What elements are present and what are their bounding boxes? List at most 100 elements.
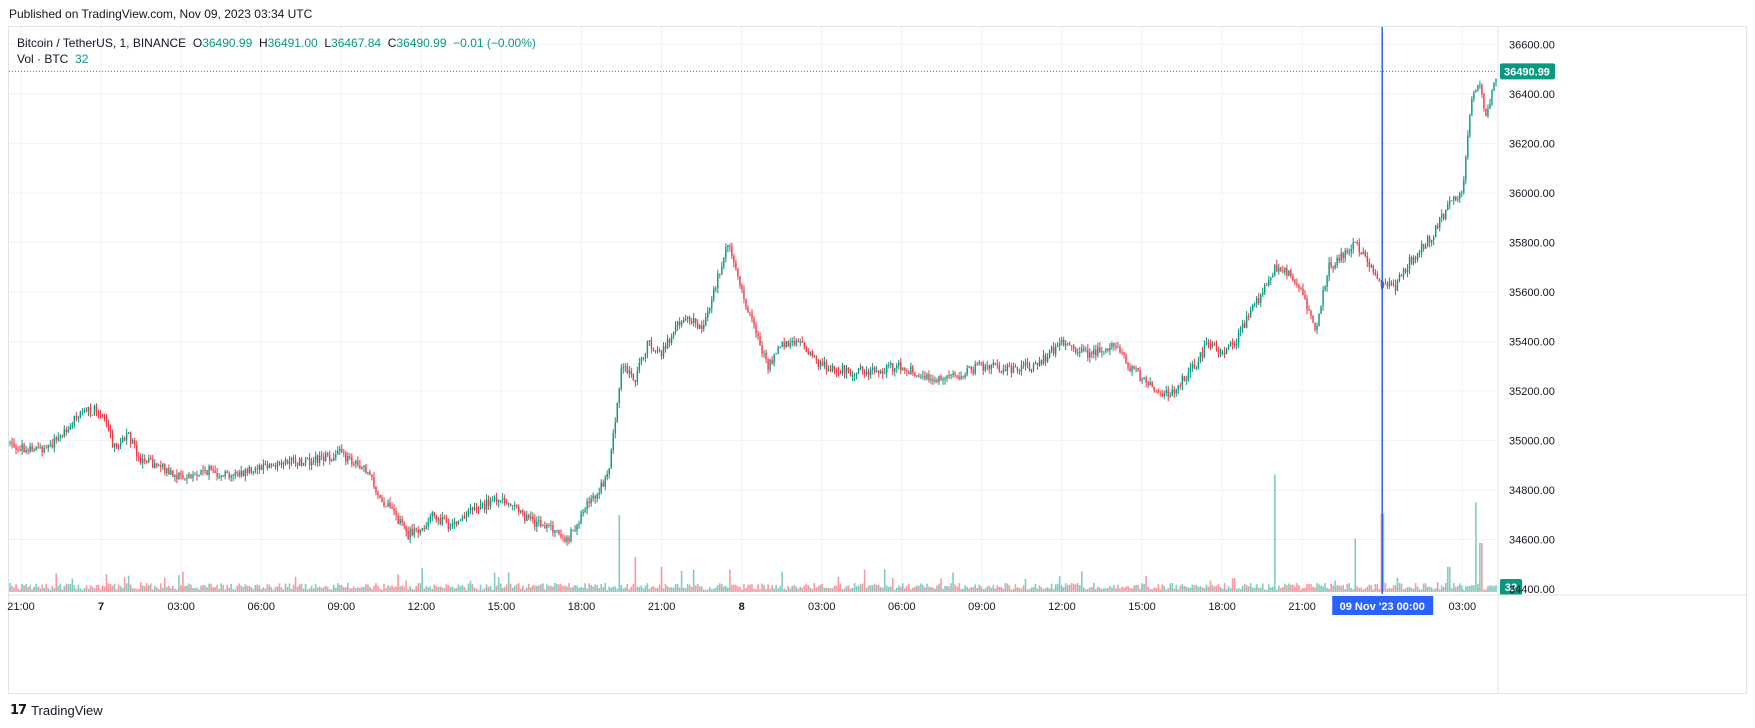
candle-body <box>763 352 765 354</box>
volume-bar <box>1424 583 1427 592</box>
candle-body <box>226 471 228 474</box>
volume-bar <box>1042 589 1045 592</box>
volume-bar <box>710 589 713 592</box>
volume-bar <box>216 584 218 592</box>
volume-bar <box>363 586 365 592</box>
candle-body <box>25 449 27 452</box>
volume-bar <box>485 584 488 592</box>
candle-body <box>264 463 267 465</box>
candle-body <box>568 537 570 542</box>
x-tick-label: 09:00 <box>968 601 996 613</box>
volume-bar <box>1304 587 1306 592</box>
candle-body <box>1274 264 1276 276</box>
volume-bar <box>875 584 878 592</box>
volume-bar <box>1187 587 1190 592</box>
volume-bar <box>694 585 697 592</box>
volume-bar <box>19 589 21 592</box>
candle-body <box>186 477 188 480</box>
candle-body <box>1068 343 1071 346</box>
volume-bar <box>1133 585 1135 592</box>
candle-body <box>1048 351 1051 358</box>
candle-body <box>684 318 687 320</box>
volume-bar <box>1477 583 1479 592</box>
volume-bar <box>439 586 442 592</box>
candle-body <box>469 507 472 510</box>
candle-body <box>327 453 329 455</box>
chart-frame[interactable] <box>8 26 1747 694</box>
candle-body <box>713 288 715 300</box>
volume-bar <box>1129 588 1131 592</box>
chart-grid <box>9 27 1497 594</box>
candle-body <box>150 458 152 460</box>
volume-bar <box>1141 583 1143 592</box>
volume-bar <box>853 583 856 592</box>
candle-body <box>270 464 273 466</box>
volume-bar <box>1286 585 1288 592</box>
volume-bar <box>1414 583 1417 592</box>
candle-body <box>859 366 862 369</box>
volume-bar <box>841 589 844 592</box>
candle-body <box>81 412 84 413</box>
volume-bar <box>861 583 864 592</box>
candle-body <box>544 525 546 528</box>
volume-bar <box>369 586 371 592</box>
candle-body <box>363 465 365 467</box>
volume-bar <box>775 584 777 592</box>
volume-bar <box>294 576 297 592</box>
volume-bar <box>763 584 765 592</box>
volume-bar <box>847 585 850 592</box>
candle-body <box>369 471 371 475</box>
candle-body <box>884 373 886 374</box>
candle-body <box>1406 269 1409 273</box>
volume-bar <box>578 587 580 592</box>
candle-body <box>1024 362 1027 366</box>
volume-bar <box>660 566 663 592</box>
candle-body <box>337 451 339 455</box>
candle-body <box>588 501 590 504</box>
volume-bar <box>662 588 665 592</box>
volume-bar <box>190 584 192 592</box>
candle-body <box>1382 283 1385 287</box>
volume-bar <box>690 586 693 592</box>
candle-body <box>1485 108 1487 117</box>
volume-bar <box>706 589 709 592</box>
candle-body <box>1079 352 1081 353</box>
candle-body <box>813 355 816 357</box>
volume-bar <box>739 586 741 592</box>
volume-bar <box>1113 584 1115 592</box>
tradingview-logo[interactable]: 17 TradingView <box>10 703 103 718</box>
candle-body <box>686 317 689 319</box>
candle-body <box>843 365 846 374</box>
volume-bar <box>272 589 275 592</box>
candle-body <box>650 340 653 349</box>
candle-body <box>1249 309 1252 317</box>
volume-bar <box>954 584 956 592</box>
x-tick-label: 21:00 <box>1288 601 1316 613</box>
volume-bar <box>37 586 39 592</box>
candle-body <box>638 362 641 371</box>
volume-bar <box>1191 584 1194 592</box>
volume-bar <box>1080 571 1083 592</box>
candle-body <box>1099 347 1101 353</box>
volume-bar <box>373 585 375 592</box>
candle-body <box>688 317 691 322</box>
candle-body <box>1414 257 1417 260</box>
candle-body <box>387 502 389 507</box>
candle-body <box>576 525 578 531</box>
volume-bar <box>586 588 588 592</box>
candle-body <box>1022 365 1025 367</box>
candle-body <box>1352 242 1354 249</box>
candle-body <box>536 521 538 527</box>
candle-body <box>1467 135 1469 158</box>
candle-body <box>618 388 620 403</box>
candle-body <box>960 376 962 379</box>
volume-bar <box>1097 586 1099 592</box>
candle-body <box>1451 200 1453 202</box>
volume-bar <box>859 583 862 592</box>
y-tick-label: 35200.00 <box>1509 386 1555 398</box>
volume-bar <box>1390 588 1393 592</box>
candle-body <box>166 468 168 474</box>
volume-bar <box>1201 587 1204 592</box>
volume-bar <box>986 586 989 592</box>
